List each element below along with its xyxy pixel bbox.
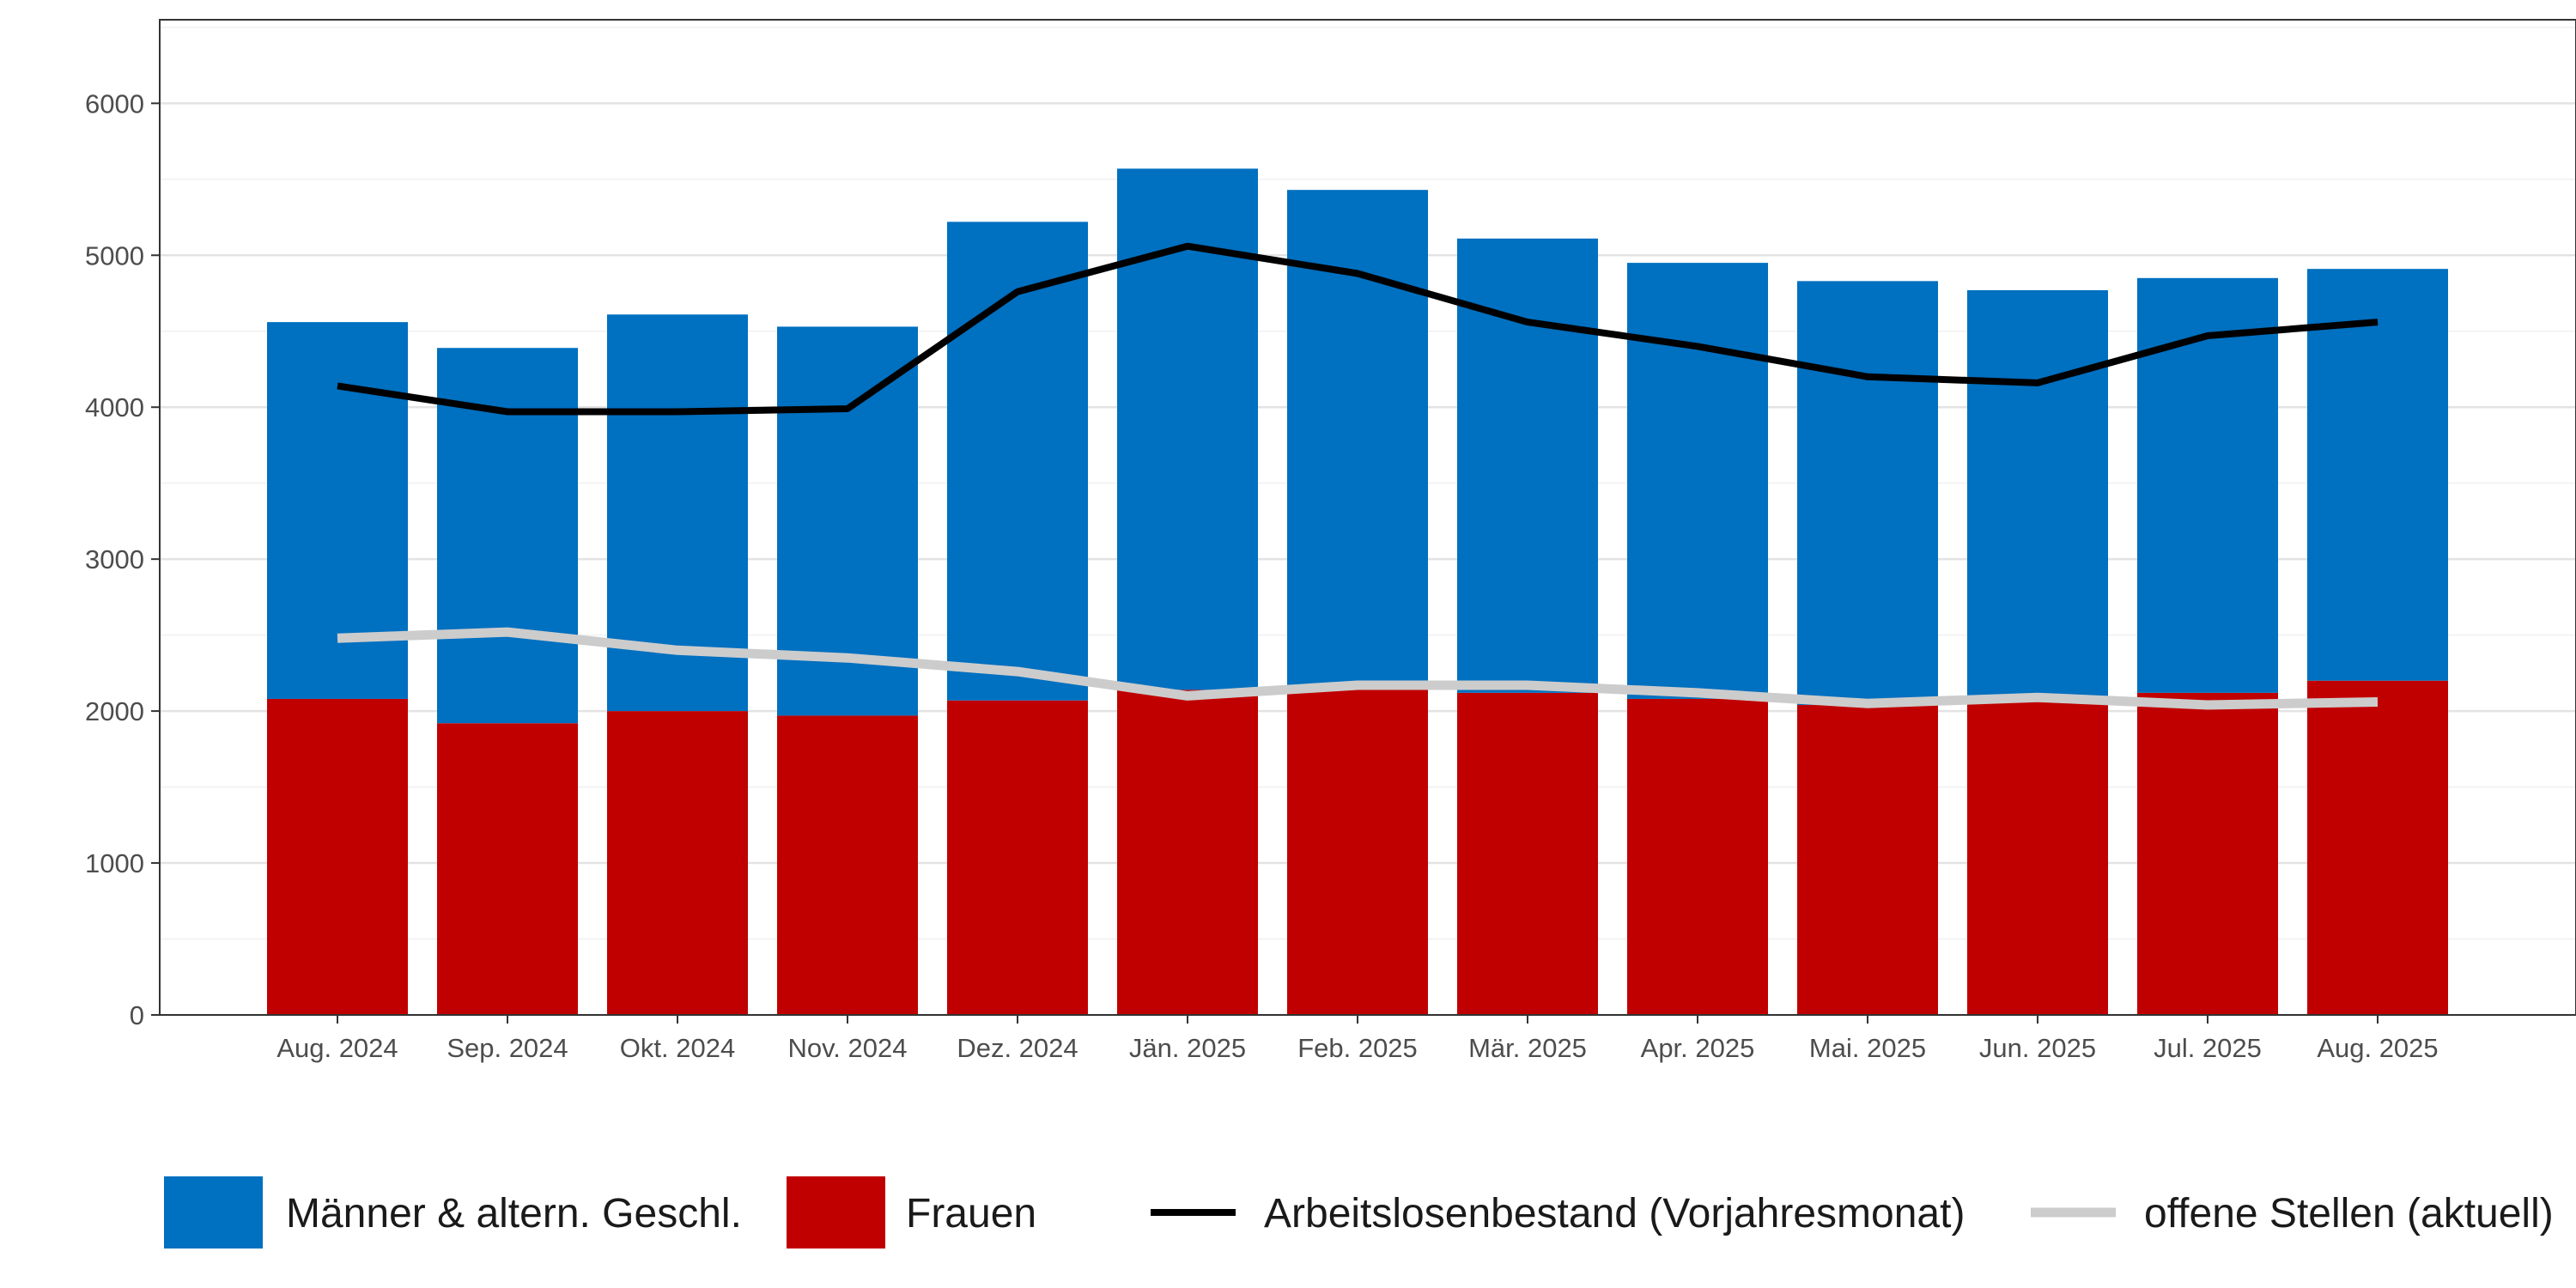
- line-offene-stellen: [337, 627, 2379, 710]
- bar-maenner: [267, 322, 408, 699]
- bar-maenner: [1457, 238, 1598, 693]
- legend-key-frauen: [787, 1176, 885, 1249]
- bar-frauen: [437, 723, 578, 1015]
- bar-maenner: [1627, 263, 1768, 699]
- plot-panel-border: [159, 19, 2576, 1016]
- bar-frauen: [1797, 705, 1938, 1015]
- legend-label: Arbeitslosenbestand (Vorjahresmonat): [1264, 1191, 1965, 1236]
- bar-frauen: [267, 698, 408, 1015]
- legend-key-maenner: [164, 1176, 263, 1249]
- x-tick-label: Feb. 2025: [1297, 1033, 1418, 1063]
- x-tick-label: Aug. 2024: [276, 1033, 398, 1063]
- bar-maenner: [2137, 277, 2278, 693]
- bar-frauen: [1287, 688, 1428, 1015]
- bar-frauen: [2307, 680, 2448, 1015]
- y-tick-label: 3000: [85, 544, 144, 574]
- bar-frauen: [777, 715, 918, 1015]
- x-tick-label: Jul. 2025: [2154, 1033, 2262, 1063]
- x-tick-label: Mai. 2025: [1809, 1033, 1926, 1063]
- bar-frauen: [1627, 698, 1768, 1015]
- x-tick-label: Sep. 2024: [447, 1033, 568, 1063]
- bar-frauen: [1457, 692, 1598, 1015]
- x-tick-label: Aug. 2025: [2317, 1033, 2438, 1063]
- y-tick-label: 1000: [85, 848, 144, 878]
- x-tick-label: Dez. 2024: [957, 1033, 1078, 1063]
- x-tick-label: Jun. 2025: [1979, 1033, 2096, 1063]
- bar-maenner: [777, 326, 918, 716]
- x-tick-label: Jän. 2025: [1129, 1033, 1246, 1063]
- bar-frauen: [1117, 690, 1258, 1015]
- bar-maenner: [947, 222, 1088, 701]
- y-tick-label: 5000: [85, 240, 144, 270]
- bar-maenner: [1797, 281, 1938, 706]
- bar-frauen: [2137, 692, 2278, 1015]
- bar-frauen: [1967, 702, 2108, 1015]
- bar-maenner: [2307, 269, 2448, 681]
- x-tick-label: Okt. 2024: [620, 1033, 735, 1063]
- y-tick-label: 0: [130, 1000, 144, 1030]
- x-tick-label: Apr. 2025: [1641, 1033, 1755, 1063]
- legend-label: Männer & altern. Geschl.: [286, 1191, 742, 1236]
- x-tick-label: Mär. 2025: [1468, 1033, 1587, 1063]
- y-tick-label: 2000: [85, 696, 144, 726]
- legend-label: offene Stellen (aktuell): [2144, 1191, 2554, 1236]
- bar-frauen: [947, 700, 1088, 1015]
- y-tick-label: 4000: [85, 392, 144, 422]
- legend: Männer & altern. Geschl. Frauen Arbeitslos…: [164, 1176, 2554, 1249]
- bar-maenner: [1967, 289, 2108, 702]
- y-tick-label: 6000: [85, 88, 144, 118]
- axes: 0 1000 2000 3000 4000 5000 6000 Aug. 2024 Sep. 2…: [85, 88, 2439, 1063]
- x-tick-label: Nov. 2024: [787, 1033, 907, 1063]
- line-arbeitslosenbestand: [337, 242, 2379, 416]
- lines: [337, 242, 2379, 710]
- bar-frauen: [607, 711, 748, 1015]
- legend-label: Frauen: [906, 1191, 1036, 1236]
